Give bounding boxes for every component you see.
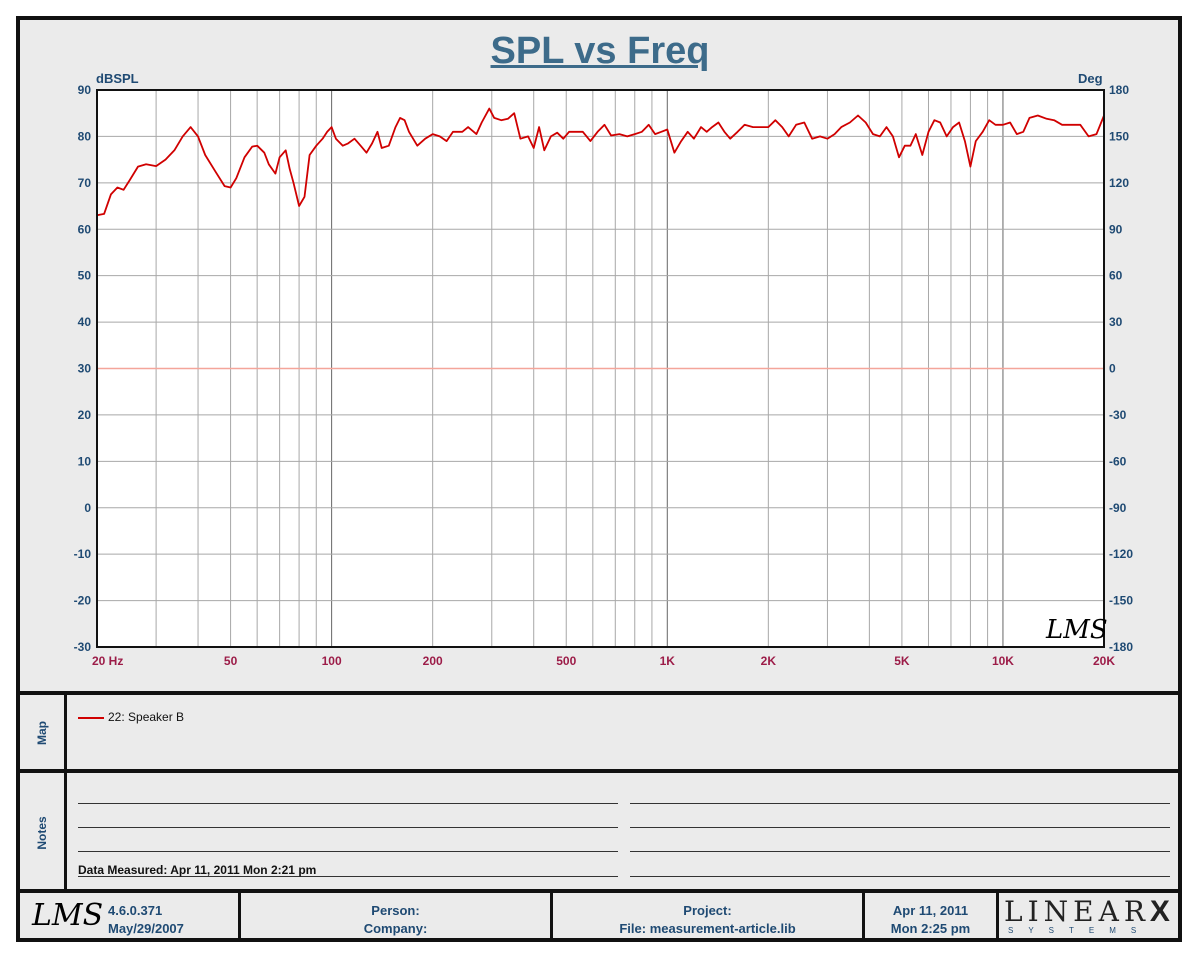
y2-tick-label: 30 [1109, 315, 1123, 329]
print-date: Apr 11, 2011 [892, 903, 969, 918]
note-line [630, 851, 1170, 852]
brand-name: LINEAR [1004, 895, 1150, 928]
note-line [630, 876, 1170, 877]
project-field: Project: [683, 903, 732, 918]
person-field: Person: [371, 903, 420, 918]
divider [996, 893, 999, 938]
divider [862, 893, 865, 938]
y2-tick-label: -30 [1109, 408, 1127, 422]
note-line [630, 803, 1170, 804]
chart-title: SPL vs Freq [490, 30, 710, 72]
y-tick-label: 40 [78, 315, 92, 329]
project-info: Project: File: measurement-article.lib [553, 902, 862, 938]
y-tick-label: 30 [78, 362, 92, 376]
y2-tick-label: 120 [1109, 176, 1129, 190]
measured-date: Data Measured: Apr 11, 2011 Mon 2:21 pm [78, 863, 317, 877]
linearx-logo: LINEARX SYSTEMS [1004, 895, 1176, 940]
y2-tick-label: -180 [1109, 640, 1133, 654]
y2-tick-label: -150 [1109, 594, 1133, 608]
legend-swatch [78, 717, 104, 719]
note-line [78, 803, 618, 804]
person-info: Person: Company: [241, 902, 550, 938]
y2-axis-label: Deg [1078, 71, 1103, 86]
version-info: 4.6.0.371 May/29/2007 [108, 902, 184, 938]
divider [550, 893, 553, 938]
y2-tick-label: -120 [1109, 547, 1133, 561]
divider [16, 769, 1182, 773]
lms-watermark: LMS [1045, 615, 1108, 645]
x-tick-label: 50 [224, 654, 238, 668]
x-tick-label: 20 Hz [92, 654, 123, 668]
y-tick-label: -20 [74, 594, 92, 608]
brand-subtitle: SYSTEMS [1008, 926, 1152, 935]
file-field: File: measurement-article.lib [619, 921, 796, 936]
spl-chart: 9080706050403020100-10-20-30180150120906… [74, 83, 1134, 668]
divider [238, 893, 241, 938]
date-info: Apr 11, 2011 Mon 2:25 pm [865, 902, 996, 938]
x-tick-label: 500 [556, 654, 576, 668]
divider [16, 691, 1182, 695]
y-tick-label: 20 [78, 408, 92, 422]
y-tick-label: 80 [78, 129, 92, 143]
note-line [78, 827, 618, 828]
x-tick-label: 20K [1093, 654, 1115, 668]
y2-tick-label: 180 [1109, 83, 1129, 97]
y2-tick-label: -60 [1109, 454, 1127, 468]
y2-tick-label: -90 [1109, 501, 1127, 515]
map-label: Map [35, 721, 49, 745]
y-tick-label: 50 [78, 269, 92, 283]
divider [16, 889, 1182, 893]
y2-tick-label: 150 [1109, 129, 1129, 143]
x-tick-label: 1K [660, 654, 676, 668]
lms-logo: LMS [32, 898, 104, 933]
y-tick-label: 70 [78, 176, 92, 190]
note-line [78, 851, 618, 852]
y2-tick-label: 60 [1109, 269, 1123, 283]
y-tick-label: 0 [84, 501, 91, 515]
divider [64, 695, 67, 889]
x-tick-label: 200 [423, 654, 443, 668]
note-line [630, 827, 1170, 828]
legend-entry: 22: Speaker B [108, 710, 185, 724]
y-tick-label: 90 [78, 83, 92, 97]
notes-label: Notes [35, 816, 49, 850]
y-tick-label: -30 [74, 640, 92, 654]
y-tick-label: 10 [78, 454, 92, 468]
y-tick-label: -10 [74, 547, 92, 561]
plot-border [96, 89, 1105, 648]
y-tick-label: 60 [78, 222, 92, 236]
series-line [96, 107, 1105, 217]
y-axis-label: dBSPL [96, 71, 139, 86]
version-date: May/29/2007 [108, 921, 184, 936]
y2-tick-label: 0 [1109, 362, 1116, 376]
version-number: 4.6.0.371 [108, 903, 163, 918]
company-field: Company: [363, 921, 428, 936]
print-time: Mon 2:25 pm [890, 921, 971, 936]
note-line [78, 876, 618, 877]
x-tick-label: 5K [894, 654, 910, 668]
x-tick-label: 2K [761, 654, 777, 668]
y2-tick-label: 90 [1109, 222, 1123, 236]
x-tick-label: 100 [322, 654, 342, 668]
x-tick-label: 10K [992, 654, 1014, 668]
brand-x: X [1149, 895, 1175, 928]
